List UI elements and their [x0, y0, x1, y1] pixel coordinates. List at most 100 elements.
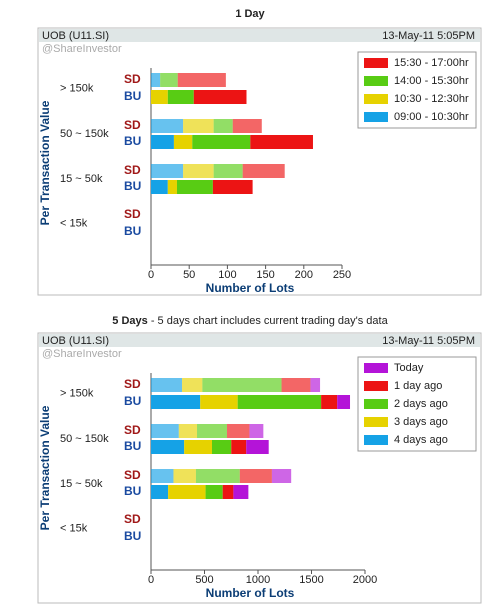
bar-segment [242, 164, 285, 178]
legend-swatch [364, 363, 388, 373]
bar-segment [151, 469, 174, 483]
ticker: UOB (U11.SI) [42, 335, 109, 347]
bar-segment [213, 119, 233, 133]
panel-header [39, 334, 480, 347]
bar-segment [310, 378, 321, 392]
side-label: BU [124, 134, 141, 148]
bar-segment [182, 378, 203, 392]
bar-segment [212, 180, 253, 194]
bar-segment [183, 164, 214, 178]
side-label: SD [124, 72, 141, 86]
side-label: BU [124, 179, 141, 193]
bar-segment [173, 469, 196, 483]
x-axis-title: Number of Lots [206, 586, 295, 600]
side-label: BU [124, 394, 141, 408]
bar-segment [192, 135, 251, 149]
bar-segment [151, 119, 184, 133]
bar-segment [160, 73, 178, 87]
bar-segment [151, 395, 201, 409]
chart-title: 1 Day [235, 8, 265, 20]
bar-segment [151, 90, 168, 104]
legend-label: 10:30 - 12:30hr [394, 93, 469, 105]
bar-segment [211, 440, 232, 454]
side-label: SD [124, 163, 141, 177]
group-label: 15 ~ 50k [60, 478, 103, 490]
group-label: 50 ~ 150k [60, 128, 109, 140]
legend-swatch [364, 76, 388, 86]
side-label: SD [124, 207, 141, 221]
bar-segment [232, 119, 262, 133]
bar-segment [249, 424, 264, 438]
bar-segment [178, 424, 198, 438]
bar-segment [250, 135, 313, 149]
legend-label: 14:00 - 15:30hr [394, 75, 469, 87]
bar-segment [239, 469, 272, 483]
x-tick-label: 1500 [299, 574, 323, 586]
bar-segment [202, 378, 282, 392]
bar-segment [151, 73, 161, 87]
bar-segment [151, 180, 168, 194]
title-text: 5 Days [112, 315, 147, 327]
x-tick-label: 2000 [353, 574, 377, 586]
side-label: SD [124, 377, 141, 391]
x-tick-label: 50 [183, 269, 195, 281]
side-label: SD [124, 118, 141, 132]
x-tick-label: 250 [333, 269, 351, 281]
bar-segment [226, 424, 250, 438]
x-tick-label: 150 [256, 269, 274, 281]
bar-segment [151, 135, 174, 149]
side-label: BU [124, 529, 141, 543]
legend-swatch [364, 94, 388, 104]
bar-segment [167, 180, 177, 194]
bar-segment [151, 164, 184, 178]
legend-swatch [364, 435, 388, 445]
legend-label: Today [394, 362, 424, 374]
x-tick-label: 0 [148, 269, 154, 281]
x-axis-title: Number of Lots [206, 281, 295, 295]
group-label: < 15k [60, 217, 88, 229]
legend-label: 4 days ago [394, 434, 448, 446]
side-label: BU [124, 224, 141, 238]
timestamp: 13-May-11 5:05PM [382, 30, 475, 42]
x-tick-label: 200 [295, 269, 313, 281]
bar-segment [197, 424, 227, 438]
bar-segment [271, 469, 292, 483]
legend-label: 09:00 - 10:30hr [394, 111, 469, 123]
group-label: > 150k [60, 82, 94, 94]
group-label: 50 ~ 150k [60, 433, 109, 445]
bar-segment [151, 378, 183, 392]
legend-label: 2 days ago [394, 398, 448, 410]
bar-segment [151, 485, 169, 499]
legend-label: 1 day ago [394, 380, 442, 392]
y-axis-title: Per Transaction Value [38, 100, 52, 225]
bar-segment [151, 424, 179, 438]
x-tick-label: 500 [195, 574, 213, 586]
group-label: < 15k [60, 522, 88, 534]
bar-segment [281, 378, 311, 392]
bar-segment [337, 395, 351, 409]
y-axis-title: Per Transaction Value [38, 405, 52, 530]
side-label: BU [124, 89, 141, 103]
side-label: BU [124, 484, 141, 498]
bar-segment [205, 485, 223, 499]
bar-segment [177, 73, 226, 87]
legend-swatch [364, 417, 388, 427]
legend-swatch [364, 399, 388, 409]
bar-segment [237, 395, 322, 409]
legend-swatch [364, 112, 388, 122]
bar-segment [183, 119, 214, 133]
legend-swatch [364, 58, 388, 68]
chart-title: 5 Days - 5 days chart includes current t… [112, 315, 388, 327]
legend-label: 15:30 - 17:00hr [394, 57, 469, 69]
group-label: 15 ~ 50k [60, 173, 103, 185]
bar-segment [213, 164, 243, 178]
ticker: UOB (U11.SI) [42, 30, 109, 42]
bar-segment [168, 485, 206, 499]
bar-segment [200, 395, 238, 409]
bar-segment [233, 485, 249, 499]
x-tick-label: 0 [148, 574, 154, 586]
bar-segment [167, 90, 194, 104]
watermark: @ShareInvestor [42, 348, 122, 360]
bar-segment [176, 180, 213, 194]
